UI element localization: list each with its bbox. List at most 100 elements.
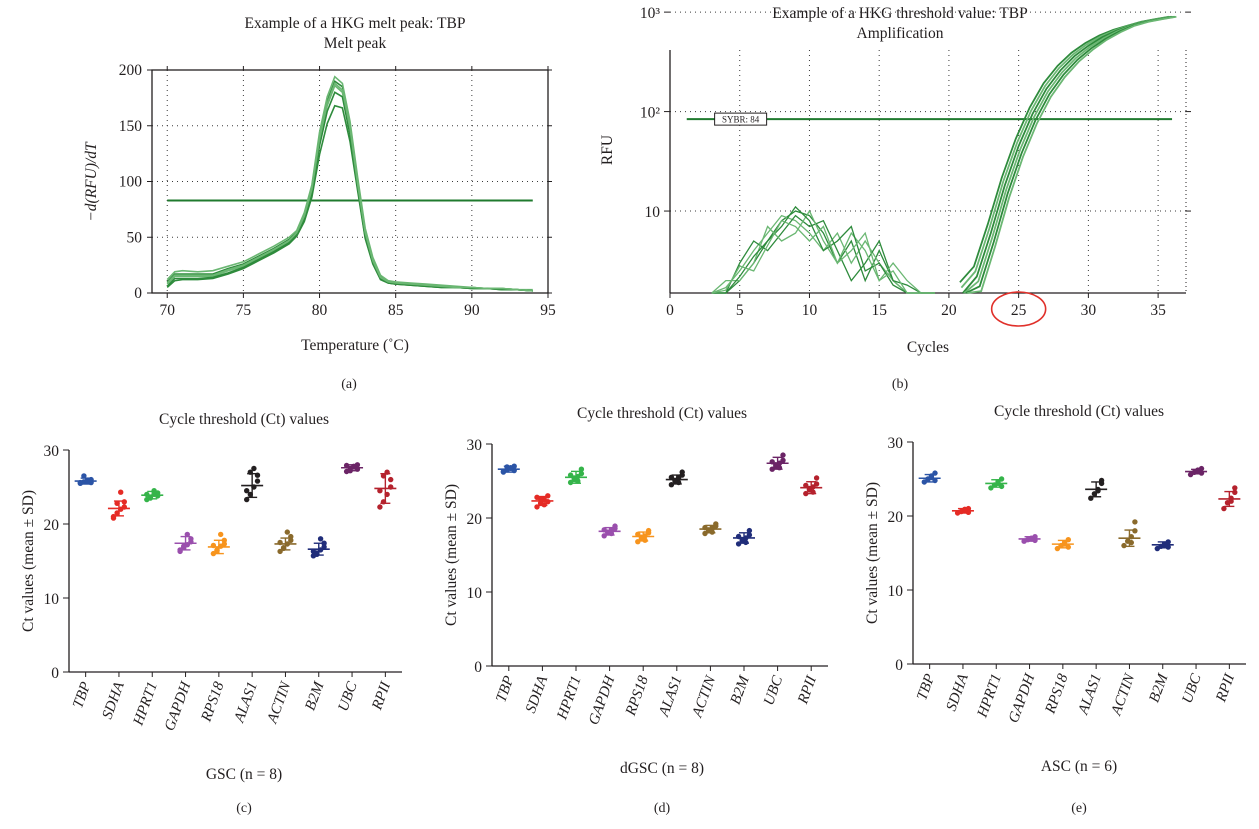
x-tick-label: 85 xyxy=(388,302,404,319)
x-axis-label-b: Cycles xyxy=(907,339,949,356)
title-b: Example of a HKG threshold value: TBP xyxy=(772,5,1027,22)
data-point xyxy=(1161,542,1168,548)
data-point xyxy=(1054,545,1061,552)
x-axis-label-e: ASC (n = 6) xyxy=(1041,758,1117,775)
plot-frame xyxy=(151,69,549,294)
data-point xyxy=(1195,468,1201,474)
category-label: SDHA xyxy=(523,673,551,715)
noise-curve xyxy=(711,210,935,294)
x-tick-label: 90 xyxy=(464,302,480,319)
data-point xyxy=(147,495,154,501)
data-point xyxy=(1165,539,1171,545)
data-point xyxy=(504,464,510,470)
data-point xyxy=(284,541,290,547)
data-point xyxy=(1061,541,1068,547)
x-axis-label-d: dGSC (n = 8) xyxy=(620,760,704,777)
y-tick-label: 30 xyxy=(44,443,60,460)
panel-label-c: (c) xyxy=(236,801,252,816)
data-point xyxy=(773,462,779,468)
x-tick-label: 30 xyxy=(1081,302,1097,319)
data-point xyxy=(1232,489,1238,495)
data-point xyxy=(769,459,775,465)
data-point xyxy=(218,531,224,538)
subtitle-b: Amplification xyxy=(857,25,944,42)
data-point xyxy=(1228,498,1234,504)
y-tick-label: 150 xyxy=(119,118,143,135)
data-point xyxy=(1091,491,1098,497)
threshold-label-box xyxy=(714,112,768,126)
panel-d: Cycle threshold (Ct) values 0 10 20 30 TBP SDH… xyxy=(443,405,828,816)
x-tick-label: 35 xyxy=(1150,302,1166,319)
data-point xyxy=(965,509,972,515)
data-point xyxy=(735,533,742,540)
data-point xyxy=(541,502,547,508)
data-point xyxy=(214,547,220,554)
data-point xyxy=(635,531,641,537)
subtitle-a: Melt peak xyxy=(324,35,387,52)
data-point xyxy=(251,465,257,472)
noise-curve xyxy=(711,219,935,294)
category-label: B2M xyxy=(728,672,754,706)
panel-b: Example of a HKG threshold value: TBP Amp… xyxy=(599,5,1191,392)
data-point xyxy=(110,513,117,520)
y-tick-label: 10 xyxy=(888,583,904,600)
category-label: RPII xyxy=(1213,671,1238,705)
data-point xyxy=(277,548,283,555)
data-point xyxy=(377,504,383,510)
data-point xyxy=(776,465,783,471)
data-point xyxy=(735,541,742,547)
data-point xyxy=(746,527,753,534)
category-label: GAPDH xyxy=(1006,671,1039,725)
data-point xyxy=(221,537,227,543)
x-tick-label: 25 xyxy=(1011,302,1027,319)
data-point xyxy=(642,537,648,543)
amplification-curve xyxy=(967,15,1177,294)
data-point xyxy=(251,484,257,490)
data-point xyxy=(679,469,685,475)
data-point xyxy=(1028,536,1035,542)
data-point xyxy=(288,533,294,540)
y-tick-label: 30 xyxy=(467,437,483,454)
data-point xyxy=(280,545,287,552)
category-label: ALAS1 xyxy=(1075,672,1105,718)
data-point xyxy=(668,482,675,488)
title-a: Example of a HKG melt peak: TBP xyxy=(245,15,466,32)
panel-label-e: (e) xyxy=(1071,801,1087,816)
data-point xyxy=(321,540,327,546)
data-point xyxy=(121,499,128,505)
data-point xyxy=(321,544,327,550)
category-label: SDHA xyxy=(100,679,128,721)
y-tick-label: 10 xyxy=(467,585,483,602)
data-point xyxy=(806,485,813,492)
melt-curve xyxy=(166,75,533,291)
x-tick-label: 70 xyxy=(159,302,175,319)
data-point xyxy=(284,529,290,535)
noise-curve xyxy=(711,209,935,294)
data-point xyxy=(1121,542,1127,549)
category-label: HPRT1 xyxy=(554,674,585,723)
data-point xyxy=(578,466,585,472)
y-axis-label-b: RFU xyxy=(599,135,616,165)
category-label: HPRT1 xyxy=(130,680,161,729)
data-point xyxy=(81,473,87,479)
data-point xyxy=(77,479,84,486)
panel-label-d: (d) xyxy=(654,801,671,816)
data-point xyxy=(377,488,383,494)
data-point xyxy=(221,541,227,547)
y-tick-label: 50 xyxy=(127,229,143,246)
data-point xyxy=(932,470,938,476)
data-point xyxy=(210,550,217,557)
data-point xyxy=(188,536,194,542)
data-point xyxy=(1098,477,1105,484)
data-point xyxy=(247,491,253,498)
data-point xyxy=(534,494,540,500)
y-tick-label: 10 xyxy=(645,204,661,221)
data-point xyxy=(1128,534,1135,540)
y-tick-label: 100 xyxy=(119,174,143,191)
data-point xyxy=(702,530,708,537)
category-label: HPRT1 xyxy=(974,672,1005,721)
data-point xyxy=(310,548,317,555)
y-tick-label: 30 xyxy=(888,435,904,452)
data-point xyxy=(962,506,968,512)
data-point xyxy=(645,527,652,534)
